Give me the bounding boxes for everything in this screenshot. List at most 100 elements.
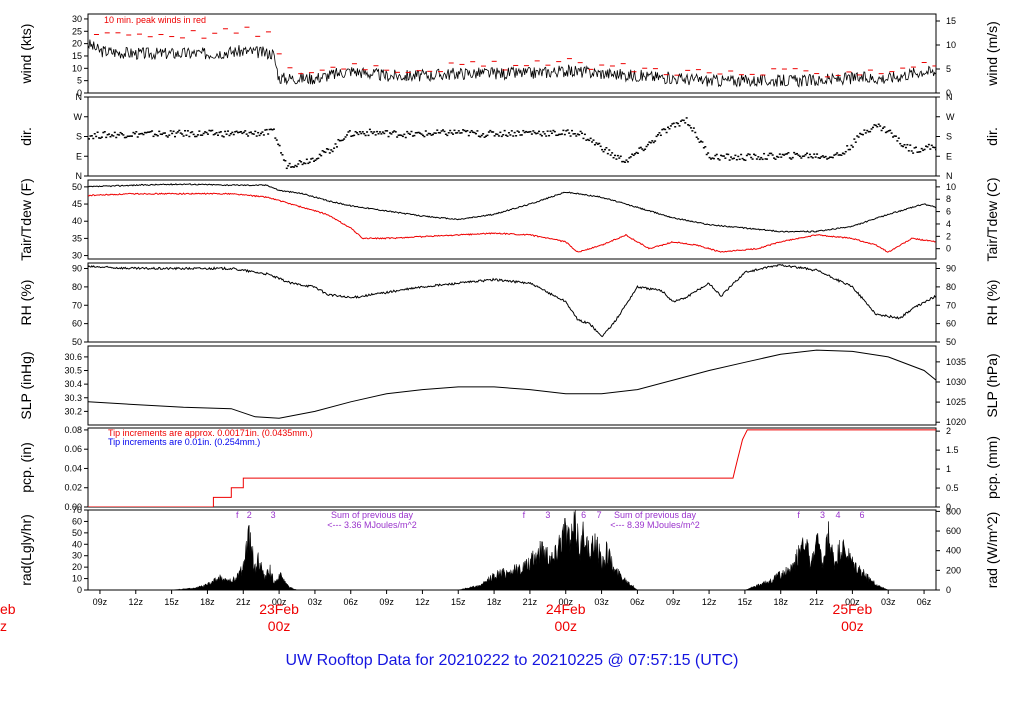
dir-point [678,125,681,127]
x-tick-label: 00z [558,597,573,607]
rad-ytick-label: 0 [77,585,82,595]
dir-point [525,130,528,133]
dir-point [685,117,688,119]
dir-point [900,145,903,147]
dir-point [186,130,189,132]
dir-point [687,124,690,126]
dir-point [927,143,930,146]
temp-ytick-label-right: 6 [946,207,951,217]
dir-point [800,157,803,159]
dir-point [836,152,839,154]
dir-point [143,131,146,134]
dir-point [831,156,834,159]
dir-point [596,143,599,145]
panel-pcp: pcp. (in) pcp. (mm) 0.00 0.02 0.04 0.06 0.08 0 0… [18,425,1000,512]
dir-point [714,154,717,157]
dir-point [152,135,155,138]
dir-point [464,130,467,133]
dir-point [725,153,728,155]
dir-point [301,163,304,166]
panel-slp: SLP (inHg) SLP (hPa) 30.2 30.3 30.4 30.5 30.6 1… [18,345,1000,427]
dir-point [387,135,390,138]
dir-point [909,144,912,146]
dir-point [569,135,572,137]
temp-ytick-label-right: 2 [946,231,951,241]
dir-point [262,134,265,136]
dir-point [605,147,608,149]
pcp-annotation: Tip increments are approx. 0.00171in. (0… [108,428,313,438]
dir-point [611,152,614,154]
day-sublabel: 00z [841,618,864,634]
dir-point [442,129,445,131]
x-tick-label: 21z [523,597,538,607]
dir-point [232,133,235,136]
dir-point [609,154,612,156]
dir-point [718,159,721,161]
x-tick-label: 09z [379,597,394,607]
dir-point [887,130,890,132]
dir-point [208,129,211,132]
dir-point [565,130,568,132]
dir-point [781,153,784,156]
dir-point [340,139,343,142]
dir-point [229,132,232,135]
wind-ytick-label: 5 [77,76,82,86]
dir-point [120,133,123,135]
dir-point [400,134,403,137]
dir-point [532,130,535,132]
dir-point [546,130,549,132]
dir-point [768,152,771,155]
dir-point [522,129,525,132]
dir-point [573,133,576,135]
dir-point [866,129,869,132]
dir-point [403,133,406,136]
dir-point [374,134,377,136]
dir-point [740,153,743,156]
dir-point [883,126,886,128]
rh-ytick-label: 60 [72,319,82,329]
dir-point [826,158,829,160]
dir-point [691,130,694,132]
dir-point [181,133,184,135]
dir-point [879,125,882,127]
dir-point [411,135,414,137]
dir-point [780,156,783,158]
dir-point [367,134,370,137]
dir-point [291,166,294,168]
dir-point [929,148,932,150]
wind-ytick-label-right: 10 [946,40,956,50]
slp-ytick-label: 30.4 [64,379,82,389]
dir-point [305,158,308,161]
dir-point [354,130,357,133]
dir-point [145,131,148,134]
dir-point [268,128,271,131]
dir-point [668,128,671,130]
dir-point [495,133,498,135]
dir-point [631,153,634,155]
dir-point [867,131,870,133]
dir-point [722,155,725,157]
dir-ylabel: dir. [18,127,34,146]
dir-ytick-label-right: N [946,92,953,102]
rad-marker: 6 [859,510,864,520]
dir-point [443,130,446,133]
dir-point [142,133,145,136]
dir-point [159,133,162,135]
dir-point [824,155,827,158]
temp-ytick-label-right: 4 [946,219,951,229]
dir-point [698,141,701,143]
dir-point [119,131,122,134]
dir-point [808,153,811,156]
dir-point [255,135,258,137]
dir-point [851,146,854,148]
dir-point [476,130,479,132]
pcp-ytick-label-right: 0.5 [946,483,959,493]
day-sublabel: 00z [554,618,577,634]
dir-point [192,133,195,136]
wind-data [88,26,936,88]
dir-point [603,148,606,151]
dir-point [575,135,578,137]
dir-point [877,123,880,126]
